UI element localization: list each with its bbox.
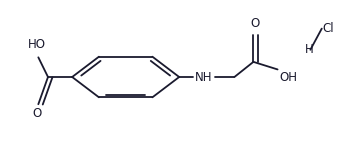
Text: O: O — [32, 107, 41, 120]
Text: O: O — [251, 17, 260, 30]
Text: HO: HO — [27, 38, 46, 51]
Text: H: H — [305, 43, 314, 56]
Text: OH: OH — [279, 71, 297, 84]
Text: Cl: Cl — [323, 22, 334, 35]
Text: NH: NH — [195, 71, 212, 83]
